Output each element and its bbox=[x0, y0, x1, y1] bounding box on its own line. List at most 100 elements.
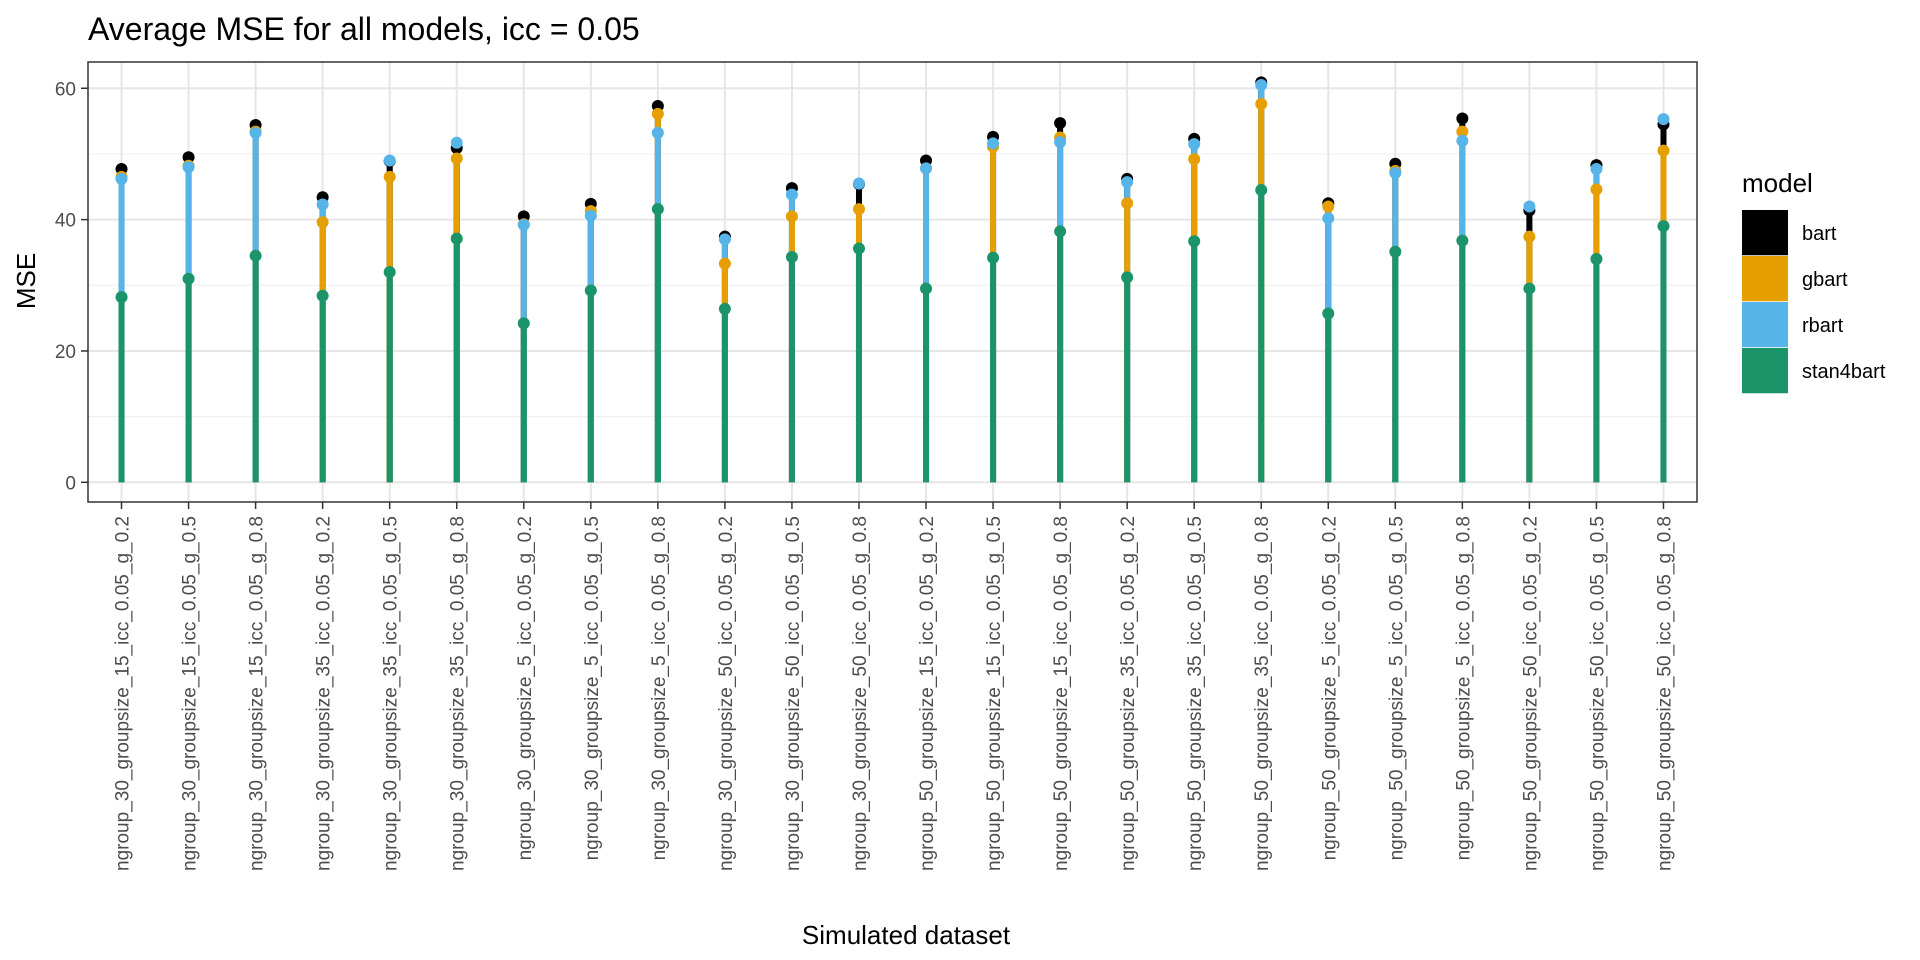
legend-title: model bbox=[1742, 168, 1813, 198]
x-tick-label: ngroup_30_groupsize_50_icc_0.05_g_0.8 bbox=[850, 516, 871, 871]
point-rbart bbox=[1523, 200, 1536, 213]
x-tick-label: ngroup_30_groupsize_15_icc_0.05_g_0.8 bbox=[247, 516, 268, 871]
point-rbart bbox=[249, 126, 262, 139]
point-stan4bart bbox=[718, 302, 731, 315]
point-gbart bbox=[1188, 153, 1201, 166]
panel-border bbox=[87, 61, 1698, 503]
x-tick-label: ngroup_30_groupsize_50_icc_0.05_g_0.5 bbox=[783, 516, 804, 871]
x-tick-label: ngroup_30_groupsize_35_icc_0.05_g_0.8 bbox=[448, 516, 469, 871]
point-stan4bart bbox=[1054, 225, 1067, 238]
point-rbart bbox=[785, 188, 798, 201]
x-tick-label: ngroup_50_groupsize_15_icc_0.05_g_0.8 bbox=[1051, 516, 1072, 871]
point-gbart bbox=[785, 210, 798, 223]
x-tick-label: ngroup_50_groupsize_5_icc_0.05_g_0.2 bbox=[1319, 516, 1340, 860]
y-tick-label: 40 bbox=[55, 211, 76, 232]
x-tick-label: ngroup_50_groupsize_15_icc_0.05_g_0.5 bbox=[984, 516, 1005, 871]
point-stan4bart bbox=[1188, 235, 1201, 248]
x-tick-label: ngroup_30_groupsize_5_icc_0.05_g_0.2 bbox=[515, 516, 536, 860]
y-tick-labels: 0 20 40 60 bbox=[55, 79, 88, 494]
point-gbart bbox=[1322, 200, 1335, 213]
point-stan4bart bbox=[1523, 282, 1536, 295]
panel-background bbox=[88, 62, 1697, 502]
point-stan4bart bbox=[450, 232, 463, 245]
point-rbart bbox=[920, 162, 933, 175]
point-gbart bbox=[1523, 230, 1536, 243]
point-rbart bbox=[517, 218, 530, 231]
point-rbart bbox=[1121, 176, 1134, 189]
point-gbart bbox=[383, 170, 396, 183]
legend-key-stan4bart bbox=[1742, 348, 1788, 394]
legend-label-gbart: gbart bbox=[1802, 269, 1848, 291]
point-gbart bbox=[718, 257, 731, 270]
point-stan4bart bbox=[182, 272, 195, 285]
point-rbart bbox=[115, 172, 128, 185]
y-tick-label: 20 bbox=[55, 342, 76, 363]
point-stan4bart bbox=[852, 242, 865, 255]
point-gbart bbox=[1121, 197, 1134, 210]
x-tick-label: ngroup_30_groupsize_15_icc_0.05_g_0.2 bbox=[113, 516, 134, 871]
point-rbart bbox=[182, 161, 195, 174]
chart-title: Average MSE for all models, icc = 0.05 bbox=[88, 11, 640, 47]
legend-key-gbart bbox=[1742, 256, 1788, 302]
point-stan4bart bbox=[383, 266, 396, 279]
y-tick-label: 0 bbox=[65, 473, 76, 494]
point-rbart bbox=[1054, 136, 1067, 149]
point-stan4bart bbox=[1322, 307, 1335, 320]
point-stan4bart bbox=[920, 282, 933, 295]
y-tick-label: 60 bbox=[55, 79, 76, 100]
point-bart bbox=[1054, 117, 1067, 130]
x-tick-label: ngroup_50_groupsize_15_icc_0.05_g_0.2 bbox=[917, 516, 938, 871]
point-stan4bart bbox=[1121, 271, 1134, 284]
x-tick-label: ngroup_30_groupsize_35_icc_0.05_g_0.5 bbox=[381, 516, 402, 871]
point-rbart bbox=[651, 126, 664, 139]
point-gbart bbox=[450, 152, 463, 165]
x-tick-label: ngroup_50_groupsize_35_icc_0.05_g_0.2 bbox=[1118, 516, 1139, 871]
point-stan4bart bbox=[1456, 234, 1469, 247]
x-tick-label: ngroup_50_groupsize_5_icc_0.05_g_0.5 bbox=[1386, 516, 1407, 860]
x-tick-label: ngroup_50_groupsize_50_icc_0.05_g_0.5 bbox=[1587, 516, 1608, 871]
point-gbart bbox=[1255, 98, 1268, 111]
point-rbart bbox=[1389, 166, 1402, 179]
point-gbart bbox=[1590, 183, 1603, 196]
point-rbart bbox=[450, 136, 463, 149]
point-stan4bart bbox=[584, 284, 597, 297]
point-rbart bbox=[987, 137, 1000, 150]
point-rbart bbox=[1322, 212, 1335, 225]
point-rbart bbox=[383, 154, 396, 167]
point-gbart bbox=[316, 216, 329, 229]
point-rbart bbox=[852, 177, 865, 190]
point-stan4bart bbox=[1255, 184, 1268, 197]
point-stan4bart bbox=[1590, 253, 1603, 266]
y-axis-title: MSE bbox=[11, 253, 41, 309]
point-rbart bbox=[1590, 163, 1603, 176]
point-rbart bbox=[316, 198, 329, 211]
point-stan4bart bbox=[115, 291, 128, 304]
point-rbart bbox=[1255, 78, 1268, 91]
x-tick-label: ngroup_50_groupsize_50_icc_0.05_g_0.2 bbox=[1520, 516, 1541, 871]
point-gbart bbox=[1657, 144, 1670, 157]
point-rbart bbox=[718, 233, 731, 246]
x-tick-label: ngroup_30_groupsize_50_icc_0.05_g_0.2 bbox=[716, 516, 737, 871]
point-rbart bbox=[1188, 138, 1201, 151]
x-tick-label: ngroup_30_groupsize_35_icc_0.05_g_0.2 bbox=[314, 516, 335, 871]
x-tick-label: ngroup_50_groupsize_5_icc_0.05_g_0.8 bbox=[1453, 516, 1474, 860]
point-gbart bbox=[651, 107, 664, 120]
legend: model bart gbart rbart stan4bart bbox=[1742, 168, 1886, 395]
point-stan4bart bbox=[1657, 220, 1670, 233]
point-stan4bart bbox=[316, 289, 329, 302]
point-stan4bart bbox=[517, 317, 530, 330]
point-rbart bbox=[584, 209, 597, 222]
x-tick-label: ngroup_30_groupsize_15_icc_0.05_g_0.5 bbox=[180, 516, 201, 871]
point-stan4bart bbox=[249, 249, 262, 262]
point-stan4bart bbox=[1389, 245, 1402, 258]
point-gbart bbox=[852, 203, 865, 216]
x-tick-label: ngroup_30_groupsize_5_icc_0.05_g_0.8 bbox=[649, 516, 670, 860]
legend-label-bart: bart bbox=[1802, 223, 1837, 245]
point-stan4bart bbox=[785, 251, 798, 264]
point-bart bbox=[1456, 112, 1469, 125]
legend-key-bart bbox=[1742, 210, 1788, 256]
legend-label-stan4bart: stan4bart bbox=[1802, 361, 1886, 383]
legend-key-rbart bbox=[1742, 302, 1788, 348]
x-tick-label: ngroup_30_groupsize_5_icc_0.05_g_0.5 bbox=[582, 516, 603, 860]
